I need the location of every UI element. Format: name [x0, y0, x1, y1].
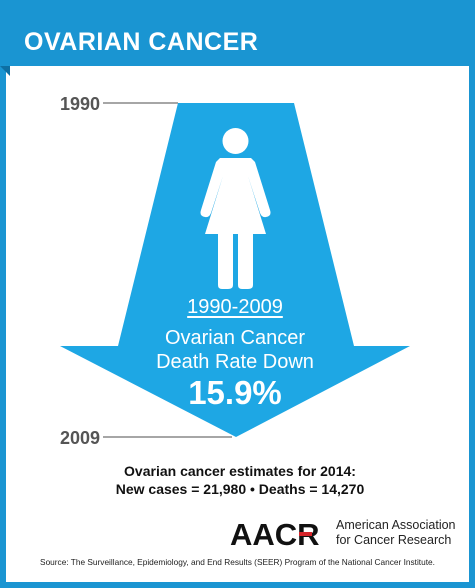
stat-headline-line1: Ovarian Cancer: [164, 327, 306, 349]
logo-red-bar: [299, 532, 312, 536]
end-year-label: 2009: [60, 428, 101, 448]
death-rate-stat: 15.9%: [188, 374, 282, 411]
down-arrow-icon: [60, 103, 410, 437]
stat-headline-line2: Death Rate Down: [156, 351, 314, 373]
org-name-line2: for Cancer Research: [336, 533, 452, 547]
aacr-logo: AACR: [230, 520, 320, 550]
source-note: Source: The Surveillance, Epidemiology, …: [40, 557, 435, 567]
header-fold: [0, 66, 10, 76]
year-range: 1990-2009: [187, 296, 283, 318]
org-name: American Association for Cancer Research: [336, 518, 456, 548]
stat-headline: Ovarian Cancer Death Rate Down: [120, 326, 350, 374]
page-title: OVARIAN CANCER: [24, 28, 259, 56]
org-name-line1: American Association: [336, 518, 456, 532]
header-banner: OVARIAN CANCER: [0, 0, 475, 66]
estimates-values: New cases = 21,980 • Deaths = 14,270: [115, 481, 365, 497]
start-year-label: 1990: [60, 94, 101, 114]
woman-icon: [200, 128, 271, 289]
estimates-title: Ovarian cancer estimates for 2014:: [124, 463, 356, 479]
